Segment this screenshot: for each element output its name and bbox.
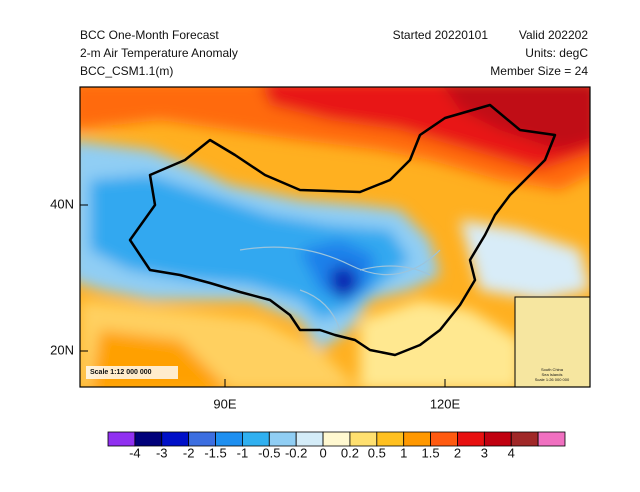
colorbar-swatch [510, 431, 539, 447]
colorbar-label: -3 [156, 445, 168, 460]
title: BCC One-Month Forecast [80, 28, 219, 42]
units: Units: degC [525, 46, 588, 60]
lat-label: 40N [50, 196, 74, 211]
colorbar-swatch [349, 431, 378, 447]
member-size: Member Size = 24 [490, 64, 588, 78]
colorbar-swatch [295, 431, 324, 447]
map: Scale 1:12 000 000 South China Sea Islan… [80, 87, 590, 387]
colorbar-label: 0.2 [341, 445, 359, 460]
started: Started 20220101 [393, 28, 489, 42]
colorbar-swatch [134, 431, 163, 447]
colorbar-swatch [268, 431, 297, 447]
colorbar: -4 -3 -2 -1.5 -1 -0.5 -0.2 0 0.2 0.5 1 1.5 2 3 4 [107, 431, 566, 460]
lat-label: 20N [50, 342, 74, 357]
country-border [128, 103, 557, 357]
colorbar-label: 4 [508, 445, 515, 460]
map-frame [79, 86, 591, 388]
colorbar-swatch [161, 431, 190, 447]
colorbar-label: -2 [183, 445, 195, 460]
valid: Valid 202202 [519, 28, 588, 42]
lon-label: 90E [213, 396, 236, 411]
colorbar-label: -4 [129, 445, 141, 460]
inset-text: Sea Islands [542, 372, 563, 377]
colorbar-label: 2 [454, 445, 461, 460]
colorbar-swatch [403, 431, 431, 447]
scale-label: Scale 1:12 000 000 [90, 369, 152, 376]
colorbar-label: -1 [237, 445, 249, 460]
rivers [239, 246, 441, 331]
colorbar-label: 0.5 [368, 445, 386, 460]
inset-text: South China [541, 367, 564, 372]
colorbar-swatch [537, 431, 566, 447]
colorbar-label: 1 [400, 445, 407, 460]
colorbar-swatch [483, 431, 512, 447]
inset-box [514, 296, 590, 387]
inset-text: Scale 1:26 000 000 [535, 377, 570, 382]
colorbar-swatch [242, 431, 270, 447]
colorbar-label: -1.5 [204, 445, 226, 460]
colorbar-swatch [322, 431, 351, 447]
colorbar-swatch [188, 431, 216, 447]
colorbar-swatch [215, 431, 243, 447]
colorbar-label: -0.2 [285, 445, 307, 460]
colorbar-swatch [376, 431, 405, 447]
colorbar-label: -0.5 [258, 445, 280, 460]
colorbar-swatch [457, 431, 485, 447]
subtitle: 2-m Air Temperature Anomaly [80, 46, 238, 60]
colorbar-label: 0 [319, 445, 326, 460]
colorbar-swatch [107, 431, 136, 447]
colorbar-swatch [430, 431, 458, 447]
lon-label: 120E [430, 396, 461, 411]
model-name: BCC_CSM1.1(m) [80, 64, 173, 78]
colorbar-label: 1.5 [422, 445, 440, 460]
colorbar-label: 3 [481, 445, 488, 460]
